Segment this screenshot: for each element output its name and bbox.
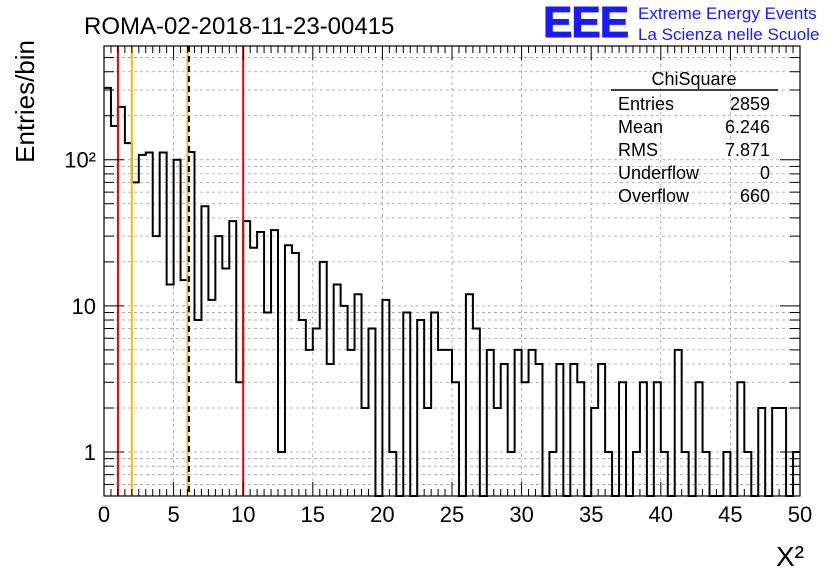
stats-row-label: Overflow bbox=[618, 186, 690, 206]
stats-box: ChiSquare Entries 2859 Mean 6.246 RMS 7.871 Un… bbox=[611, 69, 778, 206]
stats-row-value: 6.246 bbox=[725, 117, 770, 137]
stats-row-label: Underflow bbox=[618, 163, 700, 183]
stats-row-value: 2859 bbox=[730, 94, 770, 114]
y-tick-label: 10² bbox=[64, 148, 96, 173]
chart-title: ROMA-02-2018-11-23-00415 bbox=[84, 13, 394, 40]
x-tick-label: 45 bbox=[718, 502, 742, 527]
stats-row-label: Mean bbox=[618, 117, 663, 137]
x-tick-label: 10 bbox=[231, 502, 255, 527]
brand-line-2: La Scienza nelle Scuole bbox=[638, 25, 820, 44]
y-tick-label: 1 bbox=[84, 440, 96, 465]
brand-line-1: Extreme Energy Events bbox=[638, 4, 817, 23]
eee-logo: EEE bbox=[542, 0, 629, 48]
y-axis-label: Entries/bin bbox=[10, 40, 40, 163]
x-tick-label: 15 bbox=[301, 502, 325, 527]
stats-row-value: 7.871 bbox=[725, 140, 770, 160]
y-axis: 1 10 10² bbox=[64, 45, 800, 497]
stats-box-title: ChiSquare bbox=[651, 69, 736, 89]
x-tick-label: 25 bbox=[440, 502, 464, 527]
x-tick-label: 0 bbox=[98, 502, 110, 527]
x-tick-label: 40 bbox=[649, 502, 673, 527]
stats-row-label: Entries bbox=[618, 94, 674, 114]
histogram-series bbox=[104, 86, 800, 497]
x-tick-label: 30 bbox=[509, 502, 533, 527]
x-tick-label: 20 bbox=[370, 502, 394, 527]
stats-row-label: RMS bbox=[618, 140, 658, 160]
x-tick-label: 35 bbox=[579, 502, 603, 527]
y-tick-label: 10 bbox=[72, 294, 96, 319]
threshold-lines bbox=[116, 46, 245, 496]
eee-brand: EEE Extreme Energy Events La Scienza nel… bbox=[542, 0, 833, 48]
stats-row-value: 660 bbox=[740, 186, 770, 206]
x-tick-label: 5 bbox=[167, 502, 179, 527]
x-tick-label: 50 bbox=[788, 502, 812, 527]
histogram-outline bbox=[104, 86, 800, 497]
x-axis-label: X² bbox=[776, 541, 804, 572]
x-axis: 0 5 10 15 20 25 30 35 40 45 50 bbox=[98, 46, 812, 527]
stats-row-value: 0 bbox=[760, 163, 770, 183]
